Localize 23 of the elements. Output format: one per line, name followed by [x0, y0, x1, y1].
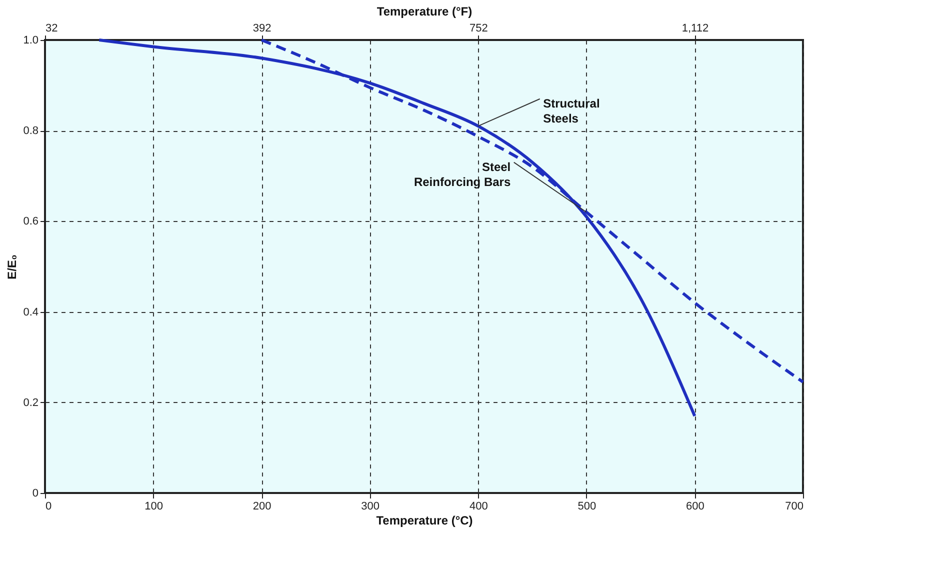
x-tick-label: 200	[252, 500, 272, 512]
x2-tick-label: 1,112	[682, 22, 709, 34]
x2-tick-label: 392	[252, 22, 272, 34]
x-tick-label: 600	[686, 500, 704, 512]
x2-axis-title: Temperature (°F)	[376, 4, 472, 18]
x-tick-label: 400	[469, 500, 488, 512]
x-tick-label: 700	[785, 500, 804, 512]
y-tick-label: 0.4	[23, 306, 38, 318]
y-tick-label: 0.6	[23, 216, 38, 228]
x-tick-label: 0	[46, 500, 52, 512]
x2-tick-label: 752	[469, 22, 488, 34]
text: Structural Steels	[543, 96, 600, 126]
x-axis-title: Temperature (°C)	[376, 514, 473, 528]
x-tick-label: 500	[578, 500, 596, 512]
y-tick-label: 1.0	[23, 34, 38, 46]
x2-tick-label: 32	[46, 22, 58, 34]
y-axis-title: E/E₀	[5, 254, 20, 280]
x-tick-label: 100	[144, 500, 163, 512]
x-tick-label: 300	[361, 500, 380, 512]
series-label: Steel Reinforcing Bars	[414, 160, 511, 189]
y-tick-label: 0.2	[23, 396, 38, 409]
y-tick-label: 0.8	[23, 125, 38, 138]
y-tick-label: 0	[32, 488, 38, 500]
